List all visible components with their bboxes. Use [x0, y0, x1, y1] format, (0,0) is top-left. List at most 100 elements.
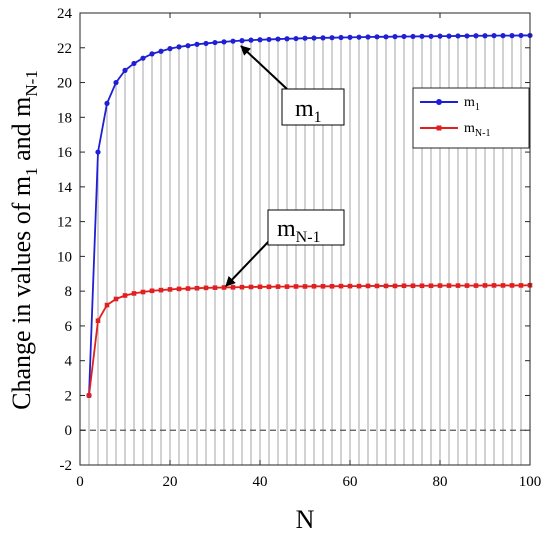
y-tick-label: 0 [65, 423, 73, 439]
data-point-mN-1 [320, 283, 326, 289]
callout-m1-arrow [240, 45, 288, 90]
data-point-m1 [176, 44, 182, 50]
data-point-mN-1 [248, 284, 254, 290]
data-point-m1 [284, 36, 290, 42]
data-point-m1 [95, 149, 101, 155]
data-point-m1 [257, 37, 263, 43]
data-point-mN-1 [194, 285, 200, 291]
callout-m1: m1 [240, 45, 345, 126]
data-point-m1 [230, 38, 236, 44]
data-point-m1 [500, 33, 506, 39]
data-point-mN-1 [392, 283, 398, 289]
data-point-mN-1 [230, 285, 236, 290]
data-point-mN-1 [167, 287, 173, 292]
data-point-m1 [464, 33, 470, 39]
data-point-mN-1 [122, 293, 128, 298]
data-point-mN-1 [284, 284, 290, 289]
data-point-mN-1 [212, 285, 218, 290]
data-point-m1 [320, 35, 326, 41]
y-tick-label: 22 [57, 41, 72, 57]
data-point-m1 [266, 36, 272, 43]
y-tick-label: 8 [65, 284, 73, 300]
data-point-m1 [167, 46, 173, 52]
data-point-mN-1 [473, 283, 479, 288]
data-point-m1 [212, 39, 218, 46]
y-tick-label: 10 [57, 249, 72, 265]
data-point-m1 [311, 35, 317, 41]
legend-entry-m1: m1 [420, 95, 480, 113]
data-point-m1 [203, 40, 209, 47]
data-point-m1 [410, 33, 416, 40]
data-point-m1 [293, 35, 299, 42]
data-point-mN-1 [401, 283, 407, 289]
plot-frame [79, 12, 531, 466]
callout-mN-1: mN-1 [225, 209, 345, 287]
data-point-mN-1 [158, 287, 164, 293]
data-point-mN-1 [446, 283, 452, 288]
data-point-mN-1 [482, 283, 488, 288]
y-tick-label: 14 [57, 180, 73, 196]
data-point-m1 [131, 60, 137, 67]
data-point-m1 [374, 34, 380, 40]
data-point-m1 [338, 34, 344, 41]
data-point-mN-1 [365, 283, 371, 289]
y-tick-label: 24 [57, 6, 73, 22]
data-point-mN-1 [176, 286, 182, 292]
data-point-mN-1 [383, 283, 389, 289]
data-point-mN-1 [500, 283, 506, 288]
y-tick-label: 16 [57, 145, 73, 161]
callout-mN-1-arrow [225, 239, 271, 287]
y-tick-label: -2 [60, 458, 73, 474]
series-group [86, 32, 533, 399]
data-point-mN-1 [140, 289, 146, 295]
callout-m1-box [281, 88, 345, 126]
data-point-m1 [329, 35, 335, 41]
data-point-mN-1 [347, 283, 353, 289]
x-axis-ticks: 0 20 40 60 80 100 [76, 13, 541, 490]
data-point-m1 [239, 38, 245, 44]
legend: m1 mN-1 [412, 87, 530, 149]
data-point-mN-1 [266, 284, 272, 290]
legend-label-m1: m1 [464, 95, 480, 113]
x-axis-title: N [296, 505, 315, 534]
x-tick-label: 100 [519, 474, 542, 490]
data-point-m1 [446, 33, 452, 39]
x-tick-label: 40 [253, 474, 268, 490]
y-tick-label: 18 [57, 110, 72, 126]
legend-entry-mN-1: mN-1 [420, 121, 490, 139]
data-point-m1 [140, 55, 146, 61]
data-point-m1 [491, 33, 497, 39]
y-tick-label: 4 [65, 354, 73, 370]
data-point-mN-1 [86, 393, 92, 398]
data-point-mN-1 [338, 283, 344, 289]
y-tick-label: 2 [65, 388, 73, 404]
data-point-mN-1 [275, 284, 281, 289]
data-point-mN-1 [311, 283, 317, 289]
data-point-mN-1 [257, 284, 263, 290]
data-point-mN-1 [464, 283, 470, 288]
data-point-m1 [221, 39, 227, 45]
data-point-mN-1 [293, 284, 299, 289]
data-point-mN-1 [518, 283, 524, 288]
data-point-mN-1 [419, 283, 425, 289]
data-point-mN-1 [221, 285, 227, 290]
legend-marker-m1 [436, 99, 442, 105]
y-tick-label: 6 [65, 319, 73, 335]
data-point-m1 [356, 34, 362, 40]
legend-label-mN-1: mN-1 [464, 121, 490, 139]
data-point-m1 [194, 41, 200, 47]
stem-lines [88, 35, 531, 465]
data-point-mN-1 [302, 284, 308, 289]
legend-marker-mN-1 [436, 125, 442, 131]
data-point-m1 [401, 33, 407, 40]
data-point-m1 [149, 51, 155, 57]
data-point-m1 [347, 34, 353, 40]
data-point-m1 [518, 32, 524, 39]
data-point-mN-1 [410, 283, 416, 289]
data-point-mN-1 [437, 283, 443, 288]
data-point-m1 [185, 43, 191, 49]
data-point-mN-1 [149, 288, 155, 294]
data-point-m1 [113, 79, 119, 86]
y-tick-label: 12 [57, 215, 72, 231]
